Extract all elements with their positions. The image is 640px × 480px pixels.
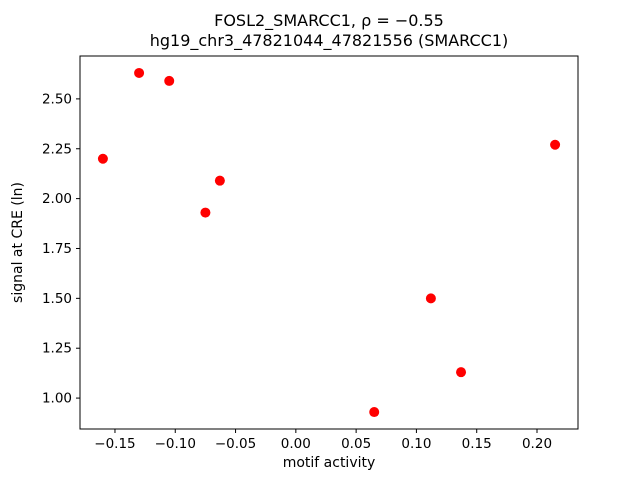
data-point bbox=[97, 153, 108, 164]
y-tick-label: 1.25 bbox=[42, 341, 72, 357]
y-tick-label: 1.00 bbox=[42, 391, 72, 407]
x-tick-label: −0.15 bbox=[94, 436, 135, 452]
x-tick-label: 0.10 bbox=[401, 436, 431, 452]
data-point bbox=[550, 139, 561, 150]
y-tick-label: 1.75 bbox=[42, 241, 72, 257]
x-tick-label: −0.05 bbox=[215, 436, 256, 452]
y-tick-label: 1.50 bbox=[42, 291, 72, 307]
x-tick-label: 0.20 bbox=[522, 436, 552, 452]
x-tick-label: 0.05 bbox=[341, 436, 371, 452]
y-axis-label: signal at CRE (ln) bbox=[10, 182, 26, 303]
data-point bbox=[214, 175, 225, 186]
data-point bbox=[200, 207, 211, 218]
data-point bbox=[425, 293, 436, 304]
y-tick-label: 2.00 bbox=[42, 191, 72, 207]
y-tick-label: 2.50 bbox=[42, 91, 72, 107]
x-tick-label: 0.00 bbox=[281, 436, 311, 452]
x-axis-label: motif activity bbox=[283, 455, 376, 471]
x-tick-label: 0.15 bbox=[462, 436, 492, 452]
data-point bbox=[164, 75, 175, 86]
data-point bbox=[369, 407, 380, 418]
chart-title-line1: FOSL2_SMARCC1, ρ = −0.55 bbox=[214, 11, 444, 31]
data-point bbox=[134, 67, 145, 78]
chart-title-line2: hg19_chr3_47821044_47821556 (SMARCC1) bbox=[150, 31, 509, 51]
data-point bbox=[456, 367, 467, 378]
x-tick-label: −0.10 bbox=[155, 436, 196, 452]
y-tick-label: 2.25 bbox=[42, 141, 72, 157]
axes-frame bbox=[79, 55, 579, 430]
